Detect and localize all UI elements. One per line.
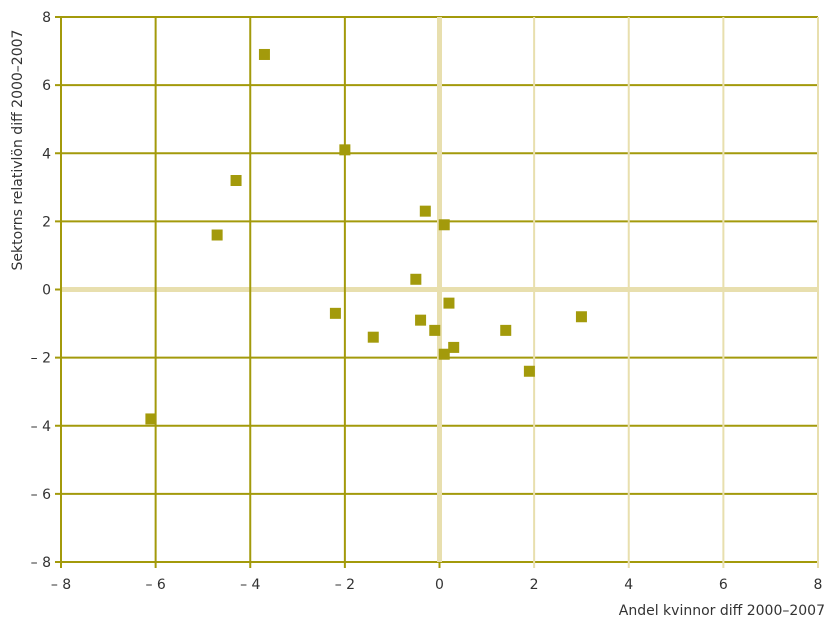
x-tick-label: 0 [435, 577, 444, 593]
data-point [339, 144, 351, 156]
y-tick-label: – 4 [31, 419, 51, 435]
data-point [448, 341, 460, 353]
data-point [419, 205, 431, 217]
data-point [145, 413, 157, 425]
grid-lines [55, 16, 819, 568]
data-point [367, 331, 379, 343]
data-point [523, 365, 535, 377]
x-tick-label: 4 [624, 577, 633, 593]
tick-labels: – 8 – 6 – 4 – 2 0 2 4 6 8 – 8 – 6 – 4 – 2 0 2 4 6 8 [31, 10, 823, 593]
data-points [145, 48, 587, 425]
y-tick-label: – 2 [31, 351, 51, 367]
x-tick-label: – 8 [51, 577, 71, 593]
data-point [443, 297, 455, 309]
data-point [438, 348, 450, 360]
data-point [211, 229, 223, 241]
data-point [429, 324, 441, 336]
x-tick-label: – 2 [335, 577, 355, 593]
y-tick-label: – 8 [31, 555, 51, 571]
x-tick-label: 6 [719, 577, 728, 593]
x-tick-label: 8 [814, 577, 823, 593]
data-point [500, 324, 512, 336]
data-point [258, 48, 270, 60]
y-tick-label: – 6 [31, 487, 51, 503]
data-point [329, 307, 341, 319]
data-point [230, 175, 242, 186]
y-tick-label: 8 [42, 10, 51, 26]
x-tick-label: 2 [530, 577, 539, 593]
x-axis-title: Andel kvinnor diff 2000–2007 [619, 603, 825, 619]
data-point [415, 314, 427, 326]
y-tick-label: 0 [42, 283, 51, 299]
x-tick-label: – 6 [145, 577, 165, 593]
y-axis-title: Sektorns relativlön diff 2000–2007 [10, 30, 26, 271]
x-tick-label: – 4 [240, 577, 260, 593]
y-tick-label: 2 [42, 214, 51, 230]
data-point [410, 273, 422, 285]
y-tick-label: 6 [42, 78, 51, 94]
data-point [575, 311, 587, 323]
data-point [438, 219, 450, 231]
y-tick-label: 4 [42, 146, 51, 162]
